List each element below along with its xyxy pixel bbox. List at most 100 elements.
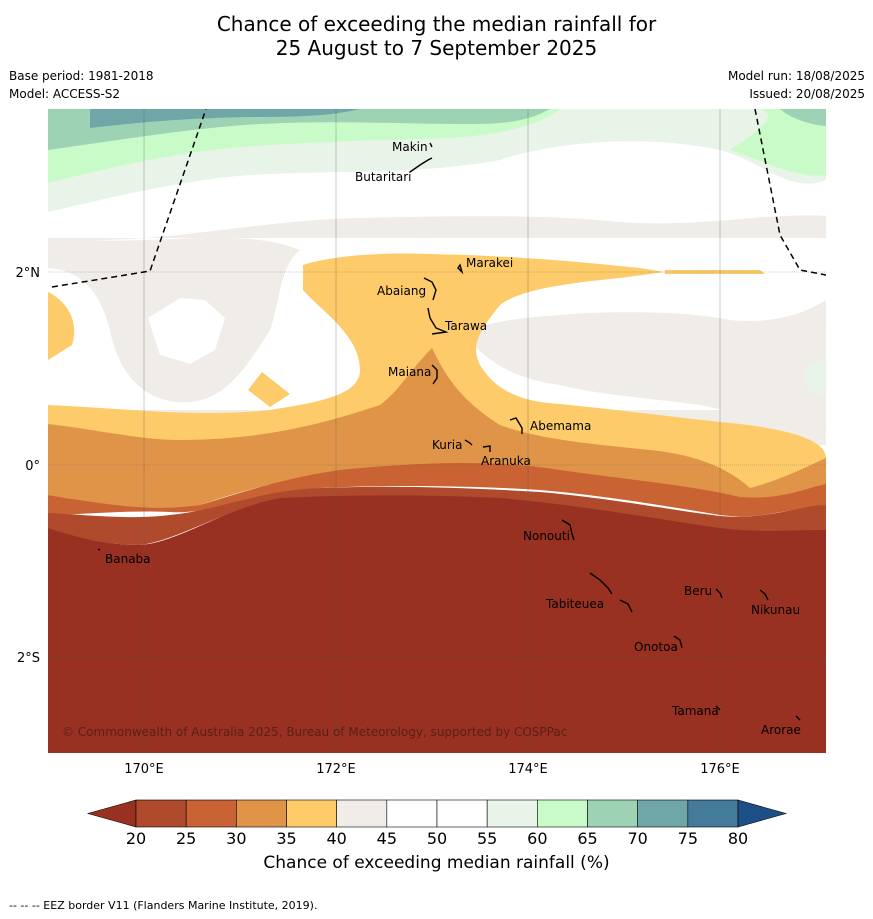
contour-35-40-west <box>48 292 75 360</box>
label-aranuka: Aranuka <box>481 454 531 468</box>
colorbar-bin <box>386 799 438 828</box>
island-abemama <box>509 417 523 434</box>
lat-labels: 2°N 0° 2°S <box>16 266 41 666</box>
island-butaritari <box>409 157 433 173</box>
colorbar <box>86 799 788 828</box>
gridlines <box>48 109 826 753</box>
contour-fill-layer <box>48 109 826 753</box>
footer-note: -- -- -- EEZ border V11 (Flanders Marine… <box>9 899 318 912</box>
colorbar-bin <box>135 799 187 828</box>
lon-label-174: 174°E <box>508 762 548 777</box>
colorbar-tick-label: 55 <box>477 829 497 848</box>
lon-label-172: 172°E <box>316 762 356 777</box>
label-beru: Beru <box>684 584 712 598</box>
island-aranuka <box>482 445 491 452</box>
label-makin: Makin <box>392 140 428 154</box>
island-abaiang <box>423 277 437 301</box>
lat-label-2n: 2°N <box>16 266 41 281</box>
label-abaiang: Abaiang <box>377 284 426 298</box>
island-beru <box>715 588 723 599</box>
place-labels: Makin Butaritari Marakei Abaiang Tarawa … <box>105 140 801 737</box>
contour-below-20 <box>48 495 826 753</box>
lat-label-2s: 2°S <box>17 651 40 666</box>
colorbar-bin <box>486 799 538 828</box>
label-onotoa: Onotoa <box>634 640 678 654</box>
colorbar-bin <box>185 799 237 828</box>
colorbar-tick-label: 50 <box>427 829 447 848</box>
issued-date: Issued: 20/08/2025 <box>749 87 865 101</box>
colorbar-bin <box>637 799 689 828</box>
island-banaba <box>97 548 101 551</box>
lat-label-0: 0° <box>25 459 40 474</box>
colorbar-title: Chance of exceeding median rainfall (%) <box>263 853 610 873</box>
island-marakei <box>457 263 464 275</box>
island-nonouti <box>561 519 575 541</box>
label-nikunau: Nikunau <box>751 603 800 617</box>
colorbar-extend-high <box>737 799 788 828</box>
lon-label-170: 170°E <box>124 762 164 777</box>
colorbar-tick-label: 20 <box>126 829 146 848</box>
contour-45-50-blob <box>148 298 225 364</box>
colorbar-tick-label: 70 <box>627 829 647 848</box>
contour-30-35 <box>48 348 826 510</box>
label-tarawa: Tarawa <box>444 319 487 333</box>
model-name: Model: ACCESS-S2 <box>9 87 121 101</box>
island-makin <box>429 142 433 148</box>
copyright-text: © Commonwealth of Australia 2025, Bureau… <box>62 725 567 739</box>
colorbar-extend-low <box>86 799 137 828</box>
label-marakei: Marakei <box>466 256 513 270</box>
colorbar-tick-label: 40 <box>326 829 346 848</box>
island-tarawa <box>427 307 449 335</box>
model-run: Model run: 18/08/2025 <box>727 69 865 83</box>
contour-35-40-patch <box>248 372 290 407</box>
colorbar-ticks: 20 25 30 35 40 45 50 55 60 65 70 75 80 <box>126 829 748 848</box>
base-period: Base period: 1981-2018 <box>9 69 154 83</box>
contour-55-60-blob <box>803 356 826 396</box>
meta-right: Model run: 18/08/2025 Issued: 20/08/2025 <box>728 67 865 103</box>
colorbar-bin <box>537 799 588 828</box>
contour-60-65 <box>48 109 826 183</box>
colorbar-bin <box>336 799 388 828</box>
label-tabiteuea: Tabiteuea <box>545 597 604 611</box>
label-maiana: Maiana <box>388 365 431 379</box>
label-abemama: Abemama <box>530 419 591 433</box>
label-kuria: Kuria <box>432 438 463 452</box>
colorbar-bin <box>286 799 337 828</box>
island-nikunau <box>759 589 769 601</box>
island-maiana <box>431 364 438 385</box>
label-nonouti: Nonouti <box>523 529 570 543</box>
map-title: Chance of exceeding the median rainfall … <box>0 12 873 60</box>
label-banaba: Banaba <box>105 552 151 566</box>
label-tamana: Tamana <box>671 704 719 718</box>
contour-20-25 <box>48 486 826 545</box>
colorbar-tick-label: 35 <box>276 829 296 848</box>
title-line-2: 25 August to 7 September 2025 <box>275 36 598 60</box>
island-tabiteuea-south <box>619 599 633 613</box>
colorbar-bin <box>687 799 739 828</box>
islands <box>97 142 801 721</box>
colorbar-bin <box>436 799 488 828</box>
lon-label-176: 176°E <box>700 762 740 777</box>
colorbar-tick-label: 80 <box>728 829 748 848</box>
island-onotoa <box>673 635 683 649</box>
eez-border <box>51 109 826 288</box>
lon-labels: 170°E 172°E 174°E 176°E <box>124 762 740 777</box>
colorbar-tick-label: 65 <box>577 829 597 848</box>
colorbar-tick-label: 25 <box>176 829 196 848</box>
colorbar-bin <box>587 799 638 828</box>
meta-left: Base period: 1981-2018 Model: ACCESS-S2 <box>9 67 154 103</box>
label-arorae: Arorae <box>761 723 801 737</box>
contour-25-30 <box>48 463 826 517</box>
colorbar-tick-label: 75 <box>678 829 698 848</box>
island-tabiteuea-north <box>589 572 613 595</box>
title-line-1: Chance of exceeding the median rainfall … <box>216 12 657 36</box>
colorbar-tick-label: 45 <box>377 829 397 848</box>
colorbar-tick-label: 30 <box>226 829 246 848</box>
label-butaritari: Butaritari <box>355 170 412 184</box>
colorbar-tick-label: 60 <box>527 829 547 848</box>
contour-70-75 <box>90 109 360 128</box>
island-tamana <box>715 705 721 711</box>
island-kuria <box>464 439 473 446</box>
colorbar-bin <box>236 799 287 828</box>
